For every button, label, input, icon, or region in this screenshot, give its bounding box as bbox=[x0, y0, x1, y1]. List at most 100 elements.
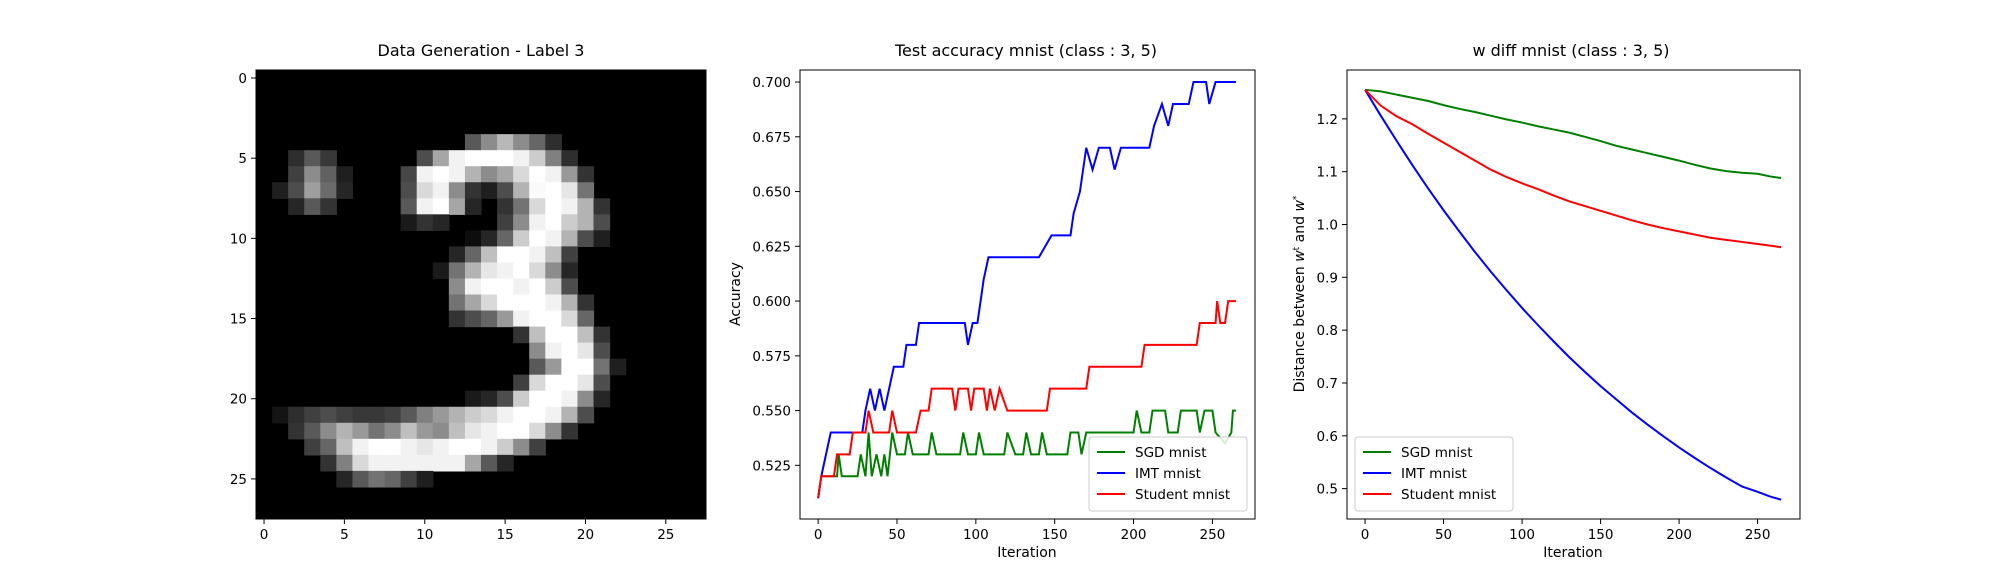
image-pixel bbox=[513, 374, 530, 392]
y-tick-label: 0.6 bbox=[1317, 429, 1338, 445]
image-pixel bbox=[432, 406, 450, 424]
image-pixel bbox=[497, 150, 514, 167]
x-tick-label: 250 bbox=[1200, 527, 1226, 543]
image-pixel bbox=[416, 454, 434, 472]
image-pixel bbox=[529, 310, 546, 328]
image-pixel bbox=[304, 198, 321, 215]
x-tick-label: 10 bbox=[416, 527, 433, 543]
y-tick-label: 25 bbox=[230, 472, 247, 488]
image-pixel bbox=[416, 470, 434, 488]
panel2-series bbox=[817, 81, 1237, 499]
image-pixel bbox=[368, 470, 386, 488]
image-pixel bbox=[481, 406, 498, 424]
image-pixel bbox=[481, 294, 498, 312]
image-pixel bbox=[577, 182, 595, 199]
series-line bbox=[1364, 89, 1782, 501]
image-pixel bbox=[577, 310, 595, 328]
image-pixel bbox=[448, 262, 466, 280]
y-tick-label: 0.7 bbox=[1317, 376, 1338, 392]
image-pixel bbox=[464, 246, 482, 264]
x-tick-label: 100 bbox=[963, 527, 989, 543]
image-pixel bbox=[481, 422, 498, 440]
image-pixel bbox=[416, 150, 434, 167]
panel3-ticks: 0 50 100 150 200 250 0.5 0.6 0.7 0.8 0.9 1.0 1.1 1.2 bbox=[1317, 112, 1771, 543]
series-line bbox=[817, 300, 1237, 499]
image-pixel bbox=[336, 438, 354, 456]
image-pixel bbox=[464, 262, 482, 280]
image-pixel bbox=[432, 422, 450, 440]
image-pixel bbox=[464, 454, 482, 472]
image-pixel bbox=[432, 438, 450, 456]
image-pixel bbox=[352, 438, 370, 456]
image-pixel bbox=[593, 358, 611, 376]
image-pixel bbox=[481, 278, 498, 296]
image-pixel bbox=[416, 166, 434, 183]
image-pixel bbox=[304, 422, 321, 440]
image-pixel bbox=[513, 214, 530, 231]
image-pixel bbox=[529, 326, 546, 344]
legend-box bbox=[1354, 436, 1514, 512]
image-pixel bbox=[464, 198, 482, 215]
image-pixel bbox=[464, 390, 482, 408]
image-pixel bbox=[497, 246, 514, 264]
legend-box bbox=[1088, 436, 1248, 512]
image-pixel bbox=[513, 438, 530, 456]
image-pixel bbox=[320, 454, 337, 472]
image-pixel bbox=[497, 454, 514, 472]
image-pixel bbox=[320, 150, 337, 167]
image-pixel bbox=[416, 406, 434, 424]
panel2-ticks: 0 50 100 150 200 250 0.525 0.550 0.575 0.600 0.625… bbox=[752, 75, 1225, 543]
image-pixel bbox=[561, 406, 579, 424]
image-pixel bbox=[497, 422, 514, 440]
image-pixel bbox=[464, 278, 482, 296]
image-pixel bbox=[513, 166, 530, 183]
panel3-title: w diff mnist (class : 3, 5) bbox=[1472, 41, 1669, 60]
image-pixel bbox=[545, 406, 562, 424]
image-pixel bbox=[464, 438, 482, 456]
image-pixel bbox=[593, 214, 611, 231]
image-pixel bbox=[561, 310, 579, 328]
image-pixel bbox=[497, 438, 514, 456]
panel2-legend: SGD mnist IMT mnist Student mnist bbox=[1088, 436, 1248, 512]
image-pixel bbox=[529, 262, 546, 280]
image-pixel bbox=[272, 406, 289, 424]
image-pixel bbox=[432, 214, 450, 231]
image-pixel bbox=[304, 438, 321, 456]
image-pixel bbox=[416, 422, 434, 440]
image-pixel bbox=[609, 358, 627, 376]
image-pixel bbox=[320, 406, 337, 424]
panel1-title: Data Generation - Label 3 bbox=[378, 41, 585, 60]
image-pixel bbox=[481, 262, 498, 280]
y-tick-label: 0.675 bbox=[752, 130, 791, 146]
panel-w-diff: w diff mnist (class : 3, 5) 0 50 100 150 200… bbox=[1292, 41, 1801, 561]
x-tick-label: 100 bbox=[1509, 527, 1535, 543]
image-pixel bbox=[577, 294, 595, 312]
panel3-frame bbox=[1346, 69, 1801, 520]
image-pixel bbox=[432, 454, 450, 472]
image-pixel bbox=[497, 182, 514, 199]
image-pixel bbox=[384, 406, 402, 424]
image-pixel bbox=[336, 182, 354, 199]
y-tick-label: 5 bbox=[238, 151, 247, 167]
image-pixel bbox=[304, 150, 321, 167]
image-pixel bbox=[288, 166, 305, 183]
image-pixel bbox=[545, 358, 562, 376]
image-pixel bbox=[448, 198, 466, 215]
legend-label: SGD mnist bbox=[1401, 445, 1473, 461]
image-pixel bbox=[577, 166, 595, 183]
legend-label: Student mnist bbox=[1401, 487, 1496, 503]
image-pixel bbox=[529, 214, 546, 231]
image-pixel bbox=[384, 454, 402, 472]
series-line bbox=[1364, 89, 1782, 249]
image-pixel bbox=[384, 438, 402, 456]
image-pixel bbox=[336, 406, 354, 424]
image-pixel bbox=[513, 134, 530, 151]
image-pixel bbox=[416, 438, 434, 456]
image-pixel bbox=[400, 422, 418, 440]
legend-label: IMT mnist bbox=[1135, 466, 1201, 482]
image-pixel bbox=[464, 134, 482, 151]
x-tick-label: 50 bbox=[888, 527, 905, 543]
image-pixel bbox=[464, 166, 482, 183]
image-pixel bbox=[513, 390, 530, 408]
image-pixel bbox=[593, 230, 611, 247]
